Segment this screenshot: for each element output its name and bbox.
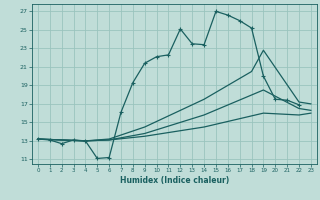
X-axis label: Humidex (Indice chaleur): Humidex (Indice chaleur)	[120, 176, 229, 185]
